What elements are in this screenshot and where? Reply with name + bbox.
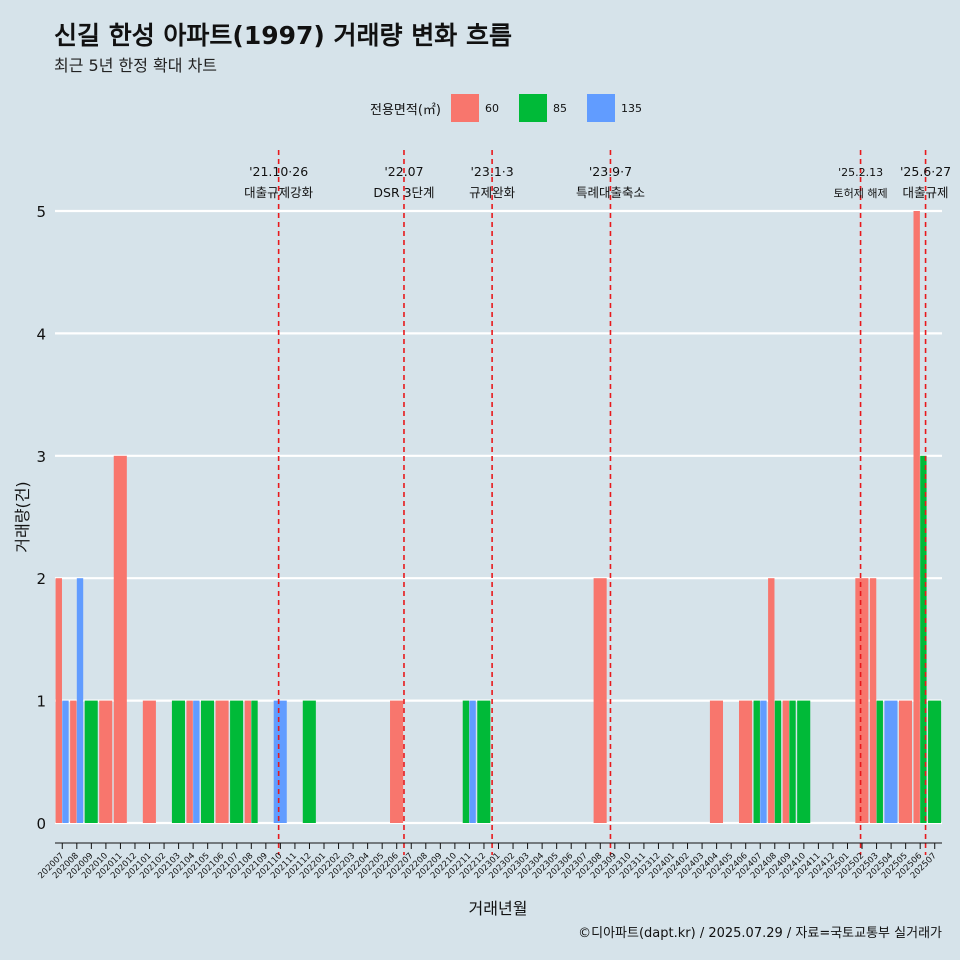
bar-60-202007	[55, 578, 62, 823]
bar-60-202502	[855, 578, 869, 823]
bar-135-202211	[469, 700, 476, 823]
event-date-label: '21.10·26	[249, 164, 308, 179]
bar-135-202008	[76, 578, 84, 823]
legend-swatch-60	[450, 94, 479, 122]
bar-60-202106	[215, 700, 229, 823]
y-tick-label: 5	[36, 203, 46, 221]
chart-subtitle: 최근 5년 한정 확대 차트	[54, 56, 218, 75]
bar-85-202506	[920, 455, 927, 823]
bar-85-202408	[774, 700, 782, 823]
legend-item-135: 135	[586, 94, 658, 122]
bar-85-202507	[928, 700, 942, 823]
bar-135-202104	[193, 700, 200, 823]
bar-85-202112	[302, 700, 316, 823]
bar-60-202206	[390, 700, 404, 823]
bar-85-202410	[797, 700, 811, 823]
bar-60-202406	[739, 700, 753, 823]
bar-60-202104	[186, 700, 193, 823]
bar-60-202409	[782, 700, 790, 823]
bar-60-202404	[709, 700, 724, 823]
bar-135-202110	[273, 700, 287, 823]
bar-60-202503	[869, 578, 877, 823]
bar-60-202010	[99, 700, 113, 823]
y-tick-label: 0	[36, 815, 46, 833]
legend-item-60: 60	[450, 94, 515, 122]
bar-60-202108	[244, 700, 252, 823]
bar-135-202407	[760, 700, 767, 823]
event-date-label: '25.6·27	[900, 164, 951, 179]
bar-85-202009	[84, 700, 98, 823]
legend-swatch-85	[518, 94, 547, 122]
event-date-label: '22.07	[384, 164, 423, 179]
event-name-label: 규제완화	[469, 185, 516, 200]
legend-label-60: 60	[484, 101, 499, 115]
y-tick-label: 1	[36, 693, 46, 711]
event-name-label: 특례대출축소	[576, 185, 645, 200]
y-tick-label: 4	[36, 325, 46, 343]
bar-60-202505	[898, 700, 913, 823]
y-tick-label: 3	[36, 448, 46, 466]
bar-85-202103	[171, 700, 185, 823]
bar-60-202008	[70, 700, 77, 823]
bar-85-202212	[477, 700, 491, 823]
bar-135-202504	[884, 700, 898, 823]
event-name-label: 대출규제	[903, 185, 949, 200]
bar-85-202503	[876, 700, 883, 823]
legend-swatch-135	[586, 94, 615, 122]
bar-60-202011	[113, 455, 127, 823]
chart-title: 신길 한성 아파트(1997) 거래량 변화 흐름	[54, 21, 512, 50]
legend-label-135: 135	[620, 101, 642, 115]
event-lines	[277, 150, 927, 855]
event-name-label: DSR 3단계	[373, 185, 434, 200]
event-annotations: '21.10·26 대출규제강화 '22.07 DSR 3단계 '23.1·3 규제완화 '…	[244, 164, 951, 200]
bar-60-202308	[593, 578, 607, 823]
y-tick-label: 2	[36, 570, 46, 588]
bar-85-202107	[230, 700, 244, 823]
x-axis-label: 거래년월	[469, 899, 528, 918]
bar-60-202506	[913, 211, 920, 823]
bars	[55, 211, 942, 823]
bar-85-202108	[251, 700, 258, 823]
bar-135-202007	[62, 700, 69, 823]
event-date-label: '23.1·3	[471, 164, 514, 179]
bar-85-202105	[200, 700, 215, 823]
bar-85-202409	[789, 700, 796, 823]
legend: 전용면적(㎡) 60 85 135	[370, 94, 658, 122]
bar-85-202407	[753, 700, 760, 823]
y-axis-label: 거래량(건)	[13, 481, 32, 552]
bar-85-202211	[462, 700, 470, 823]
event-date-label: '25.2.13	[838, 166, 883, 179]
source-credit: ©디아파트(dapt.kr) / 2025.07.29 / 자료=국토교통부 실…	[578, 926, 942, 941]
x-axis: 2020072020082020092020102020112020122021…	[36, 842, 942, 881]
bar-60-202408	[768, 578, 775, 823]
legend-label-85: 85	[552, 101, 567, 115]
event-name-label: 토허제 해제	[834, 186, 888, 200]
event-date-label: '23.9·7	[589, 164, 632, 179]
y-axis: 0 1 2 3 4 5	[36, 203, 46, 833]
bar-60-202101	[142, 700, 156, 823]
legend-title: 전용면적(㎡)	[370, 102, 441, 118]
event-name-label: 대출규제강화	[244, 185, 314, 200]
legend-item-85: 85	[518, 94, 583, 122]
